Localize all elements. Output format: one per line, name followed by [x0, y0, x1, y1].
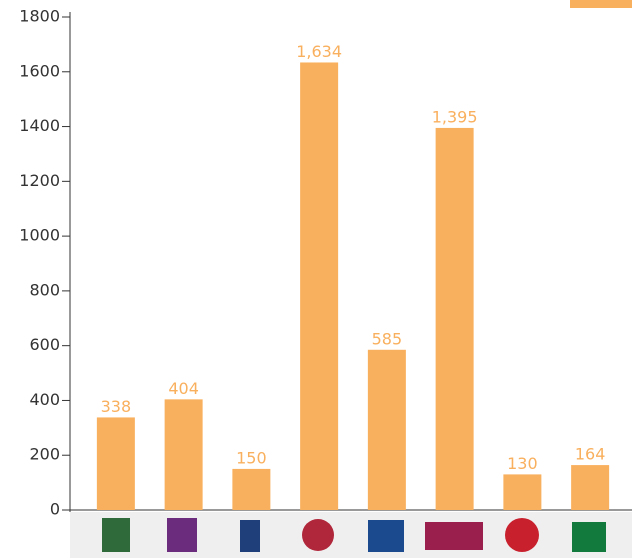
- logo-strip: [70, 512, 632, 558]
- bar: [300, 62, 338, 510]
- legend-swatch: [570, 0, 632, 8]
- logo: [167, 518, 197, 552]
- y-tick-label: 1800: [19, 7, 60, 26]
- value-label: 164: [575, 445, 606, 464]
- value-label: 338: [101, 397, 132, 416]
- bar: [232, 469, 270, 510]
- bar: [97, 417, 135, 510]
- bar: [571, 465, 609, 510]
- logo: [102, 518, 130, 552]
- y-tick-label: 1600: [19, 61, 60, 80]
- logo: [368, 520, 404, 552]
- value-label: 404: [168, 379, 199, 398]
- y-tick-label: 200: [29, 445, 60, 464]
- value-label: 1,634: [296, 42, 342, 61]
- chart: 0 200 400 600 800 1000 1200 1400 1600 1800 338 404 1…: [0, 0, 632, 558]
- logo: [302, 519, 334, 551]
- bar: [503, 474, 541, 510]
- value-label: 1,395: [432, 107, 478, 126]
- bar: [165, 399, 203, 510]
- y-tick-label: 1200: [19, 171, 60, 190]
- logo: [572, 522, 606, 552]
- y-tick-label: 600: [29, 335, 60, 354]
- y-tick-label: 800: [29, 280, 60, 299]
- logo: [505, 518, 539, 552]
- y-tick-label: 400: [29, 390, 60, 409]
- bar: [368, 350, 406, 510]
- logo: [240, 520, 260, 552]
- logo: [425, 522, 483, 550]
- value-label: 130: [507, 454, 538, 473]
- y-tick-label: 0: [50, 500, 60, 519]
- y-tick-label: 1400: [19, 116, 60, 135]
- value-label: 585: [372, 329, 403, 348]
- value-label: 150: [236, 448, 267, 467]
- bar: [436, 128, 474, 510]
- y-tick-label: 1000: [19, 226, 60, 245]
